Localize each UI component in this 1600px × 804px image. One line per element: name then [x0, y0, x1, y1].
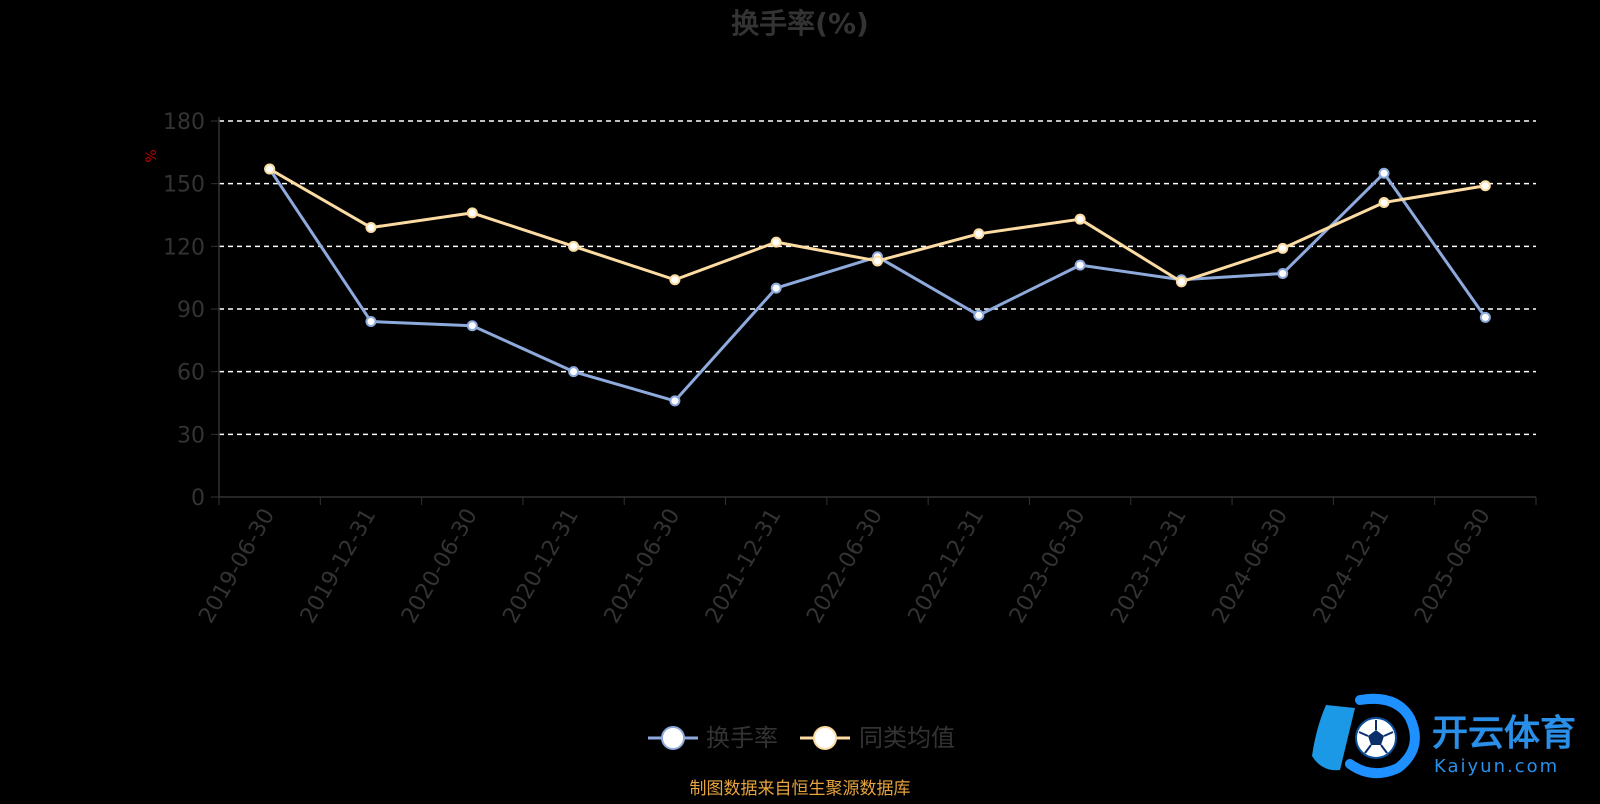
y-tick-label: 30 — [177, 423, 205, 448]
y-tick-label: 120 — [163, 235, 205, 260]
x-tick-label: 2023-06-30 — [1005, 505, 1091, 628]
legend[interactable]: 换手率 同类均值 — [648, 724, 955, 752]
series-line — [268, 168, 1487, 403]
data-point[interactable] — [568, 240, 580, 252]
data-point[interactable] — [1074, 213, 1086, 225]
data-point[interactable] — [669, 274, 681, 286]
x-tick-label: 2022-12-31 — [904, 504, 990, 627]
data-point[interactable] — [466, 207, 478, 219]
legend-label: 同类均值 — [859, 724, 955, 752]
brand-name-en: Kaiyun.com — [1434, 756, 1559, 777]
legend-label: 换手率 — [706, 724, 778, 752]
x-tick-label: 2021-06-30 — [600, 505, 686, 628]
data-point[interactable] — [466, 320, 478, 332]
legend-marker — [813, 726, 837, 750]
y-tick-label: 60 — [177, 361, 205, 386]
data-point[interactable] — [1378, 167, 1390, 179]
data-point[interactable] — [770, 282, 782, 294]
data-point[interactable] — [770, 236, 782, 248]
data-point[interactable] — [1277, 242, 1289, 254]
kaiyun-logo-icon — [1312, 693, 1420, 779]
x-tick-label: 2019-06-30 — [194, 505, 280, 628]
series-group — [264, 163, 1491, 407]
data-point[interactable] — [872, 255, 883, 267]
data-point[interactable] — [669, 395, 681, 407]
legend-item[interactable]: 换手率 — [648, 724, 778, 752]
grid-lines — [219, 120, 1536, 436]
y-axis-label: % — [144, 149, 160, 162]
x-tick-label: 2021-12-31 — [701, 505, 787, 628]
series-peer-average — [264, 163, 1491, 288]
x-tick-label: 2025-06-30 — [1410, 505, 1496, 628]
legend-item[interactable]: 同类均值 — [800, 724, 955, 752]
brand-name-cn: 开云体育 — [1432, 713, 1576, 754]
x-axis-ticks: 2019-06-30 2019-12-31 2020-06-30 2020-12-31… — [194, 497, 1537, 628]
x-tick-label: 2023-12-31 — [1106, 505, 1192, 628]
data-point[interactable] — [1378, 196, 1390, 208]
series-turnover-rate — [264, 163, 1491, 407]
data-point[interactable] — [1277, 267, 1289, 279]
x-tick-label: 2019-12-31 — [296, 505, 382, 628]
y-axis-ticks: 0 30 60 90 120 150 180 — [163, 110, 219, 511]
chart-title: 换手率(%) — [731, 7, 869, 40]
x-tick-label: 2024-12-31 — [1309, 505, 1395, 628]
y-tick-label: 150 — [163, 173, 205, 198]
x-tick-label: 2020-06-30 — [397, 505, 483, 628]
x-tick-label: 2022-06-30 — [802, 505, 888, 628]
source-note: 制图数据来自恒生聚源数据库 — [690, 779, 911, 799]
x-tick-label: 2020-12-31 — [498, 505, 584, 628]
data-point[interactable] — [973, 309, 985, 321]
data-point[interactable] — [365, 222, 377, 234]
data-point[interactable] — [264, 163, 276, 175]
data-point[interactable] — [1074, 259, 1086, 271]
y-tick-label: 90 — [177, 298, 205, 323]
data-point[interactable] — [973, 228, 985, 240]
x-tick-label: 2024-06-30 — [1208, 505, 1294, 628]
kaiyun-logo-watermark: 开云体育 Kaiyun.com — [1312, 693, 1576, 779]
data-point[interactable] — [1479, 180, 1491, 192]
data-point[interactable] — [1175, 276, 1187, 288]
data-point[interactable] — [365, 316, 377, 328]
y-tick-label: 0 — [191, 486, 205, 511]
y-tick-label: 180 — [163, 110, 205, 135]
data-point[interactable] — [1479, 311, 1491, 323]
legend-marker — [661, 726, 685, 750]
axes — [218, 117, 1536, 498]
data-point[interactable] — [568, 366, 580, 378]
